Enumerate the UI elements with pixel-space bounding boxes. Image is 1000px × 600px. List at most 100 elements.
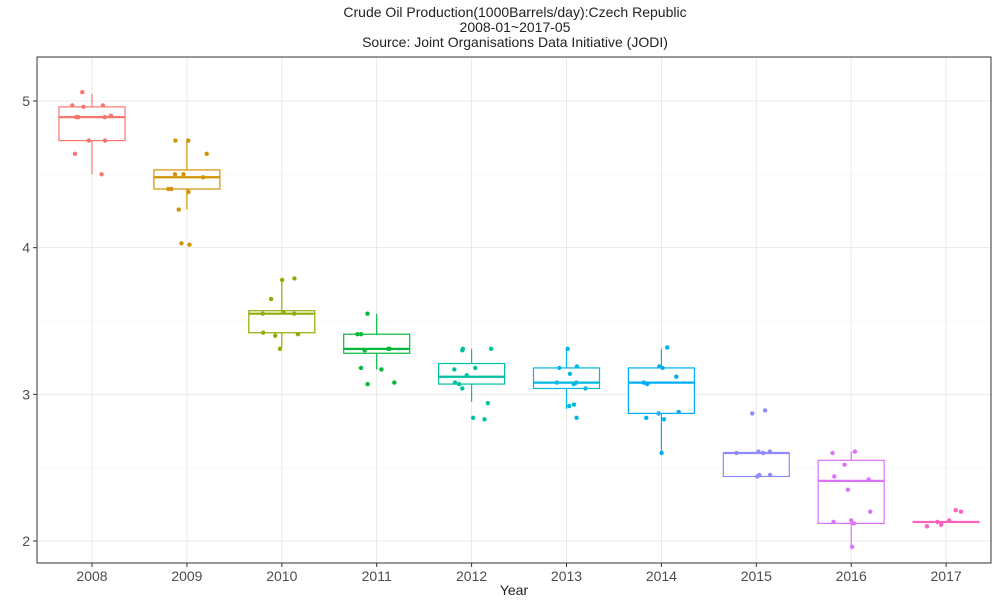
chart-title-line-3: Source: Joint Organisations Data Initiat… xyxy=(362,34,668,50)
data-point xyxy=(583,386,588,391)
data-point xyxy=(488,346,494,352)
points-2017 xyxy=(924,508,964,529)
data-point xyxy=(292,311,297,316)
data-point xyxy=(571,402,577,407)
chart-title-line-2: 2008-01~2017-05 xyxy=(460,19,571,35)
data-point xyxy=(482,417,487,422)
data-point xyxy=(660,365,665,371)
data-point xyxy=(676,409,681,415)
data-point xyxy=(292,276,297,281)
points-2014 xyxy=(641,345,681,456)
box-2017 xyxy=(912,520,980,524)
data-point xyxy=(641,380,646,385)
plot-border xyxy=(36,56,992,564)
data-point xyxy=(81,104,86,110)
data-point xyxy=(386,346,391,352)
data-point xyxy=(659,450,664,456)
box-2010 xyxy=(248,279,316,348)
data-point xyxy=(70,103,75,108)
box-2011 xyxy=(343,313,411,370)
y-tick-label: 5 xyxy=(22,93,30,109)
data-point xyxy=(760,450,766,456)
data-point xyxy=(757,472,762,478)
data-point xyxy=(295,332,301,337)
data-point xyxy=(831,519,836,525)
data-point xyxy=(452,380,458,385)
data-point xyxy=(565,346,570,352)
box-layer xyxy=(58,93,980,549)
data-point xyxy=(181,172,186,177)
y-tick-label: 4 xyxy=(22,240,30,256)
x-tick-label: 2015 xyxy=(741,568,772,584)
data-point xyxy=(767,449,773,454)
points-2009 xyxy=(166,138,209,247)
data-point xyxy=(674,374,679,379)
data-point xyxy=(657,364,662,369)
points-2016 xyxy=(830,449,873,550)
data-point xyxy=(567,403,572,409)
box-2014 xyxy=(627,348,696,453)
data-point xyxy=(72,151,78,156)
data-point xyxy=(80,90,85,95)
data-point xyxy=(665,345,670,350)
points-2010 xyxy=(260,276,301,352)
data-point xyxy=(852,449,858,454)
data-point xyxy=(173,138,178,143)
data-point xyxy=(868,509,873,514)
data-point xyxy=(166,186,171,192)
box-iqr xyxy=(343,333,411,354)
data-point xyxy=(567,371,573,376)
data-point xyxy=(273,333,278,338)
points-2015 xyxy=(734,408,773,479)
data-point xyxy=(574,364,580,369)
box-iqr xyxy=(627,367,696,414)
x-axis-title: Year xyxy=(500,582,529,598)
box-2016 xyxy=(817,451,885,549)
data-point xyxy=(661,417,667,422)
data-point xyxy=(186,189,191,195)
data-point xyxy=(362,348,367,353)
data-point xyxy=(557,365,562,371)
data-point xyxy=(100,103,106,108)
data-point xyxy=(460,386,465,391)
data-point xyxy=(260,330,266,335)
data-point xyxy=(656,411,661,416)
data-point xyxy=(277,346,283,352)
data-point xyxy=(102,138,108,143)
data-point xyxy=(958,509,964,514)
points-2011 xyxy=(355,311,397,387)
data-point xyxy=(204,151,209,156)
data-point xyxy=(767,472,773,478)
points-2012 xyxy=(452,346,494,422)
points-2008 xyxy=(70,90,114,177)
data-point xyxy=(365,381,370,387)
data-point xyxy=(734,450,739,456)
data-point xyxy=(866,477,871,482)
x-tick-label: 2014 xyxy=(646,568,677,584)
x-tick-label: 2016 xyxy=(836,568,867,584)
box-iqr xyxy=(153,169,221,190)
x-tick-label: 2017 xyxy=(931,568,962,584)
data-point xyxy=(186,138,191,143)
data-point xyxy=(848,518,854,523)
data-point xyxy=(169,186,174,192)
data-point xyxy=(355,332,360,337)
y-tick-label: 2 xyxy=(22,533,30,549)
data-point xyxy=(99,172,104,177)
data-point xyxy=(851,521,857,526)
data-point xyxy=(924,524,930,529)
box-iqr xyxy=(248,310,316,334)
data-point xyxy=(845,487,851,492)
data-point xyxy=(939,522,944,528)
data-point xyxy=(452,367,457,372)
data-point xyxy=(750,411,755,416)
data-point xyxy=(102,114,107,120)
box-iqr xyxy=(817,459,885,525)
box-2009 xyxy=(153,140,221,210)
data-point xyxy=(946,518,952,523)
data-point xyxy=(358,365,364,371)
data-point xyxy=(358,332,364,337)
data-point xyxy=(392,380,397,385)
